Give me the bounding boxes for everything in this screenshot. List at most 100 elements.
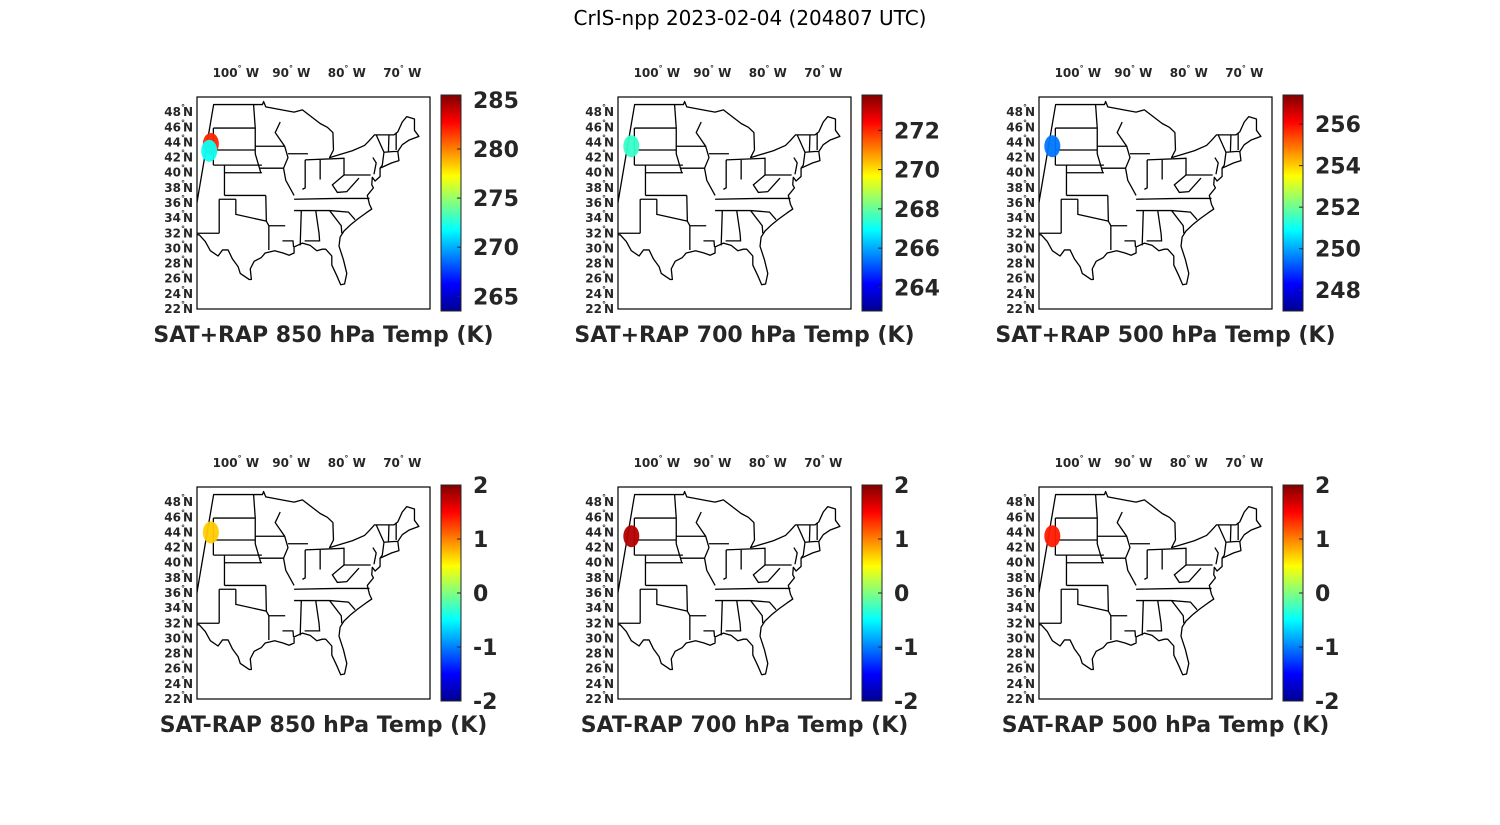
lat-hemi-label: N (1025, 257, 1035, 271)
map-area (197, 100, 420, 286)
state-boundary (1229, 524, 1232, 543)
lat-hemi-label: N (604, 495, 614, 509)
colorbar-tick-label: 266 (894, 237, 940, 262)
lon-tick-label: 80° W (749, 454, 787, 470)
state-boundary (1146, 210, 1163, 242)
colorbar-tick-label: 2 (894, 474, 909, 499)
lat-hemi-label: N (604, 151, 614, 165)
state-boundary (1225, 150, 1240, 153)
lat-hemi-label: N (183, 181, 193, 195)
lat-hemi-label: N (1025, 586, 1035, 600)
colorbar (1282, 94, 1304, 312)
lat-hemi-label: N (183, 541, 193, 555)
lat-tick-label: 34° (1006, 209, 1027, 225)
colorbar-tick-label: -1 (473, 636, 497, 661)
lat-tick-label: 26° (164, 660, 185, 676)
lat-hemi-label: N (604, 226, 614, 240)
coastline (1039, 100, 1262, 286)
colorbar-tick-label: 280 (473, 138, 519, 163)
colorbar-tick-label: 268 (894, 198, 940, 223)
state-boundary (1124, 240, 1137, 247)
state-boundary (1217, 524, 1227, 559)
state-boundary (375, 524, 385, 559)
lat-hemi-label: N (183, 692, 193, 706)
lat-tick-label: 32° (585, 614, 606, 630)
lat-tick-label: 36° (1006, 584, 1027, 600)
lat-hemi-label: N (183, 272, 193, 286)
lat-hemi-label: N (604, 272, 614, 286)
state-boundary (331, 564, 360, 584)
lon-tick-label: 80° W (328, 454, 366, 470)
lat-tick-label: 36° (585, 194, 606, 210)
lat-hemi-label: N (604, 135, 614, 149)
lat-hemi-label: N (1025, 241, 1035, 255)
colorbar (861, 94, 883, 312)
lat-tick-label: 40° (585, 164, 606, 180)
state-boundary (265, 195, 270, 250)
state-boundary (302, 159, 306, 190)
lat-hemi-label: N (1025, 510, 1035, 524)
lon-tick-label: 100° W (634, 64, 680, 80)
state-boundary (750, 600, 764, 624)
lat-hemi-label: N (1025, 556, 1035, 570)
state-boundary (305, 547, 345, 551)
lon-tick-label: 90° W (272, 64, 310, 80)
state-boundary (1124, 630, 1137, 637)
state-boundary (294, 197, 370, 200)
colorbar-tick-label: 270 (473, 236, 519, 261)
state-boundary (274, 511, 295, 586)
lat-hemi-label: N (604, 541, 614, 555)
state-boundary (1214, 157, 1219, 175)
map-frame (617, 486, 852, 700)
lat-hemi-label: N (183, 196, 193, 210)
state-boundary (372, 547, 377, 565)
lat-tick-label: 32° (164, 224, 185, 240)
lat-hemi-label: N (1025, 196, 1035, 210)
state-boundary (752, 174, 781, 194)
lat-tick-label: 46° (1006, 118, 1027, 134)
state-boundary (375, 134, 385, 169)
panel-title: SAT+RAP 850 hPa Temp (K) (153, 323, 493, 348)
lat-hemi-label: N (1025, 692, 1035, 706)
lat-tick-label: 46° (1006, 508, 1027, 524)
colorbar-tick-label: 248 (1315, 279, 1361, 304)
lat-hemi-label: N (604, 196, 614, 210)
lat-tick-label: 34° (164, 599, 185, 615)
state-boundary (1217, 134, 1227, 169)
lat-hemi-label: N (183, 495, 193, 509)
lat-hemi-label: N (604, 181, 614, 195)
lat-tick-label: 26° (1006, 270, 1027, 286)
colorbar-tick-label: 2 (1315, 474, 1330, 499)
lat-hemi-label: N (183, 226, 193, 240)
state-boundary (703, 630, 716, 637)
state-boundary (331, 174, 360, 194)
lat-tick-label: 30° (164, 629, 185, 645)
map-frame (1038, 486, 1273, 700)
lon-tick-label: 80° W (1170, 64, 1208, 80)
lat-tick-label: 30° (585, 629, 606, 645)
panel-title: SAT-RAP 850 hPa Temp (K) (160, 713, 488, 738)
lon-tick-label: 100° W (634, 454, 680, 470)
panel-title: SAT-RAP 500 hPa Temp (K) (1002, 713, 1330, 738)
state-boundary (1229, 134, 1232, 153)
lon-tick-label: 100° W (213, 64, 259, 80)
state-boundary (656, 199, 688, 222)
lat-tick-label: 30° (164, 239, 185, 255)
map-area (197, 490, 420, 676)
map-area (1039, 100, 1262, 286)
state-boundary (387, 524, 390, 543)
colorbar-tick-label: 2 (473, 474, 488, 499)
colorbar-tick-label: -2 (1315, 690, 1339, 715)
chart-panel-4: 100° W 90° W 80° W 70° W48°N46°N44°N42°N40°… (160, 454, 498, 738)
lat-tick-label: 48° (1006, 493, 1027, 509)
lat-hemi-label: N (183, 151, 193, 165)
lat-tick-label: 48° (164, 493, 185, 509)
lon-tick-label: 90° W (272, 454, 310, 470)
lat-hemi-label: N (183, 662, 193, 676)
state-boundary (1147, 547, 1187, 551)
lat-tick-label: 28° (164, 645, 185, 661)
state-boundary (1094, 494, 1104, 563)
lat-tick-label: 44° (585, 133, 606, 149)
chart-panel-2: 100° W 90° W 80° W 70° W48°N46°N44°N42°N40°… (574, 64, 940, 348)
state-boundary (715, 587, 791, 590)
